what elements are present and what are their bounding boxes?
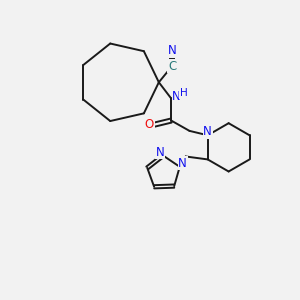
Text: N: N [172,90,181,103]
Text: N: N [203,125,212,138]
Text: C: C [168,60,176,73]
Text: N: N [156,146,164,158]
Text: N: N [168,44,176,57]
Text: N: N [178,157,187,170]
Text: H: H [180,88,188,98]
Text: O: O [145,118,154,131]
